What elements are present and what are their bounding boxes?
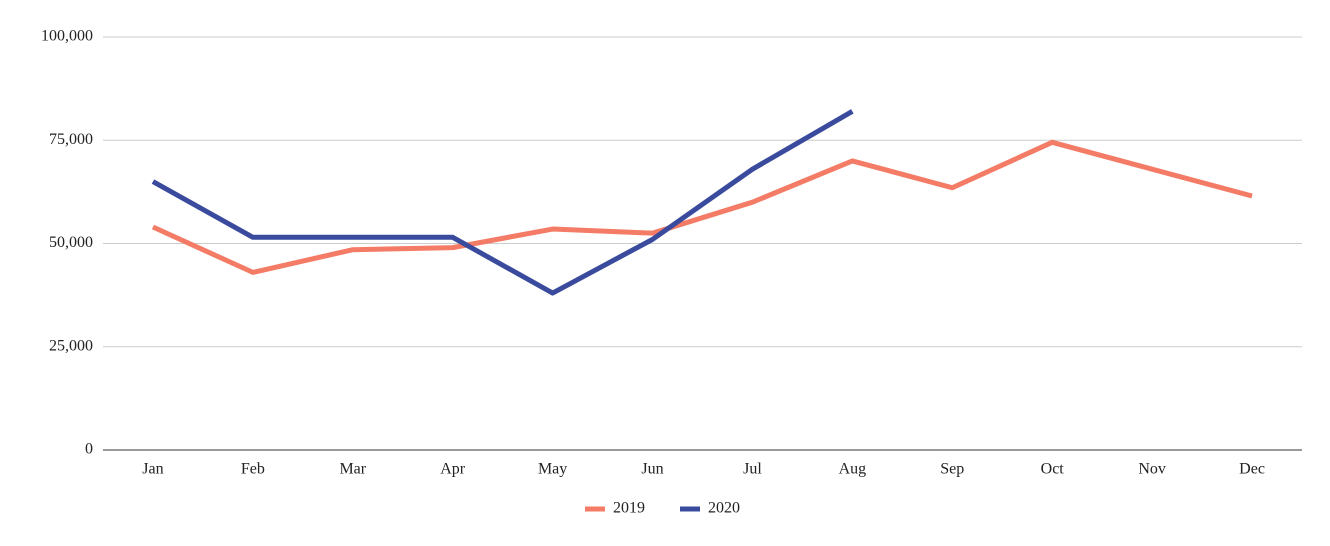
- line-series: [151, 139, 1253, 275]
- y-tick-label: 25,000: [49, 337, 93, 354]
- x-tick-label: Nov: [1138, 461, 1166, 478]
- x-tick-label: Jun: [641, 461, 663, 478]
- x-tick-label: Jan: [142, 461, 163, 478]
- x-tick-label: Jul: [743, 461, 762, 478]
- x-tick-label: Apr: [440, 461, 466, 478]
- x-tick-label: Sep: [940, 461, 964, 478]
- y-tick-label: 50,000: [49, 234, 93, 251]
- x-tick-label: Feb: [241, 461, 265, 478]
- legend-label: 2019: [613, 500, 645, 517]
- y-tick-label: 100,000: [41, 28, 93, 45]
- x-tick-label: Oct: [1041, 461, 1065, 478]
- legend-label: 2020: [708, 500, 740, 517]
- x-tick-label: Mar: [339, 461, 366, 478]
- x-tick-label: Dec: [1239, 461, 1265, 478]
- y-tick-label: 0: [85, 441, 93, 458]
- x-tick-label: Aug: [839, 461, 867, 478]
- x-tick-label: May: [538, 461, 567, 478]
- y-tick-label: 75,000: [49, 131, 93, 148]
- line-series: [151, 109, 854, 296]
